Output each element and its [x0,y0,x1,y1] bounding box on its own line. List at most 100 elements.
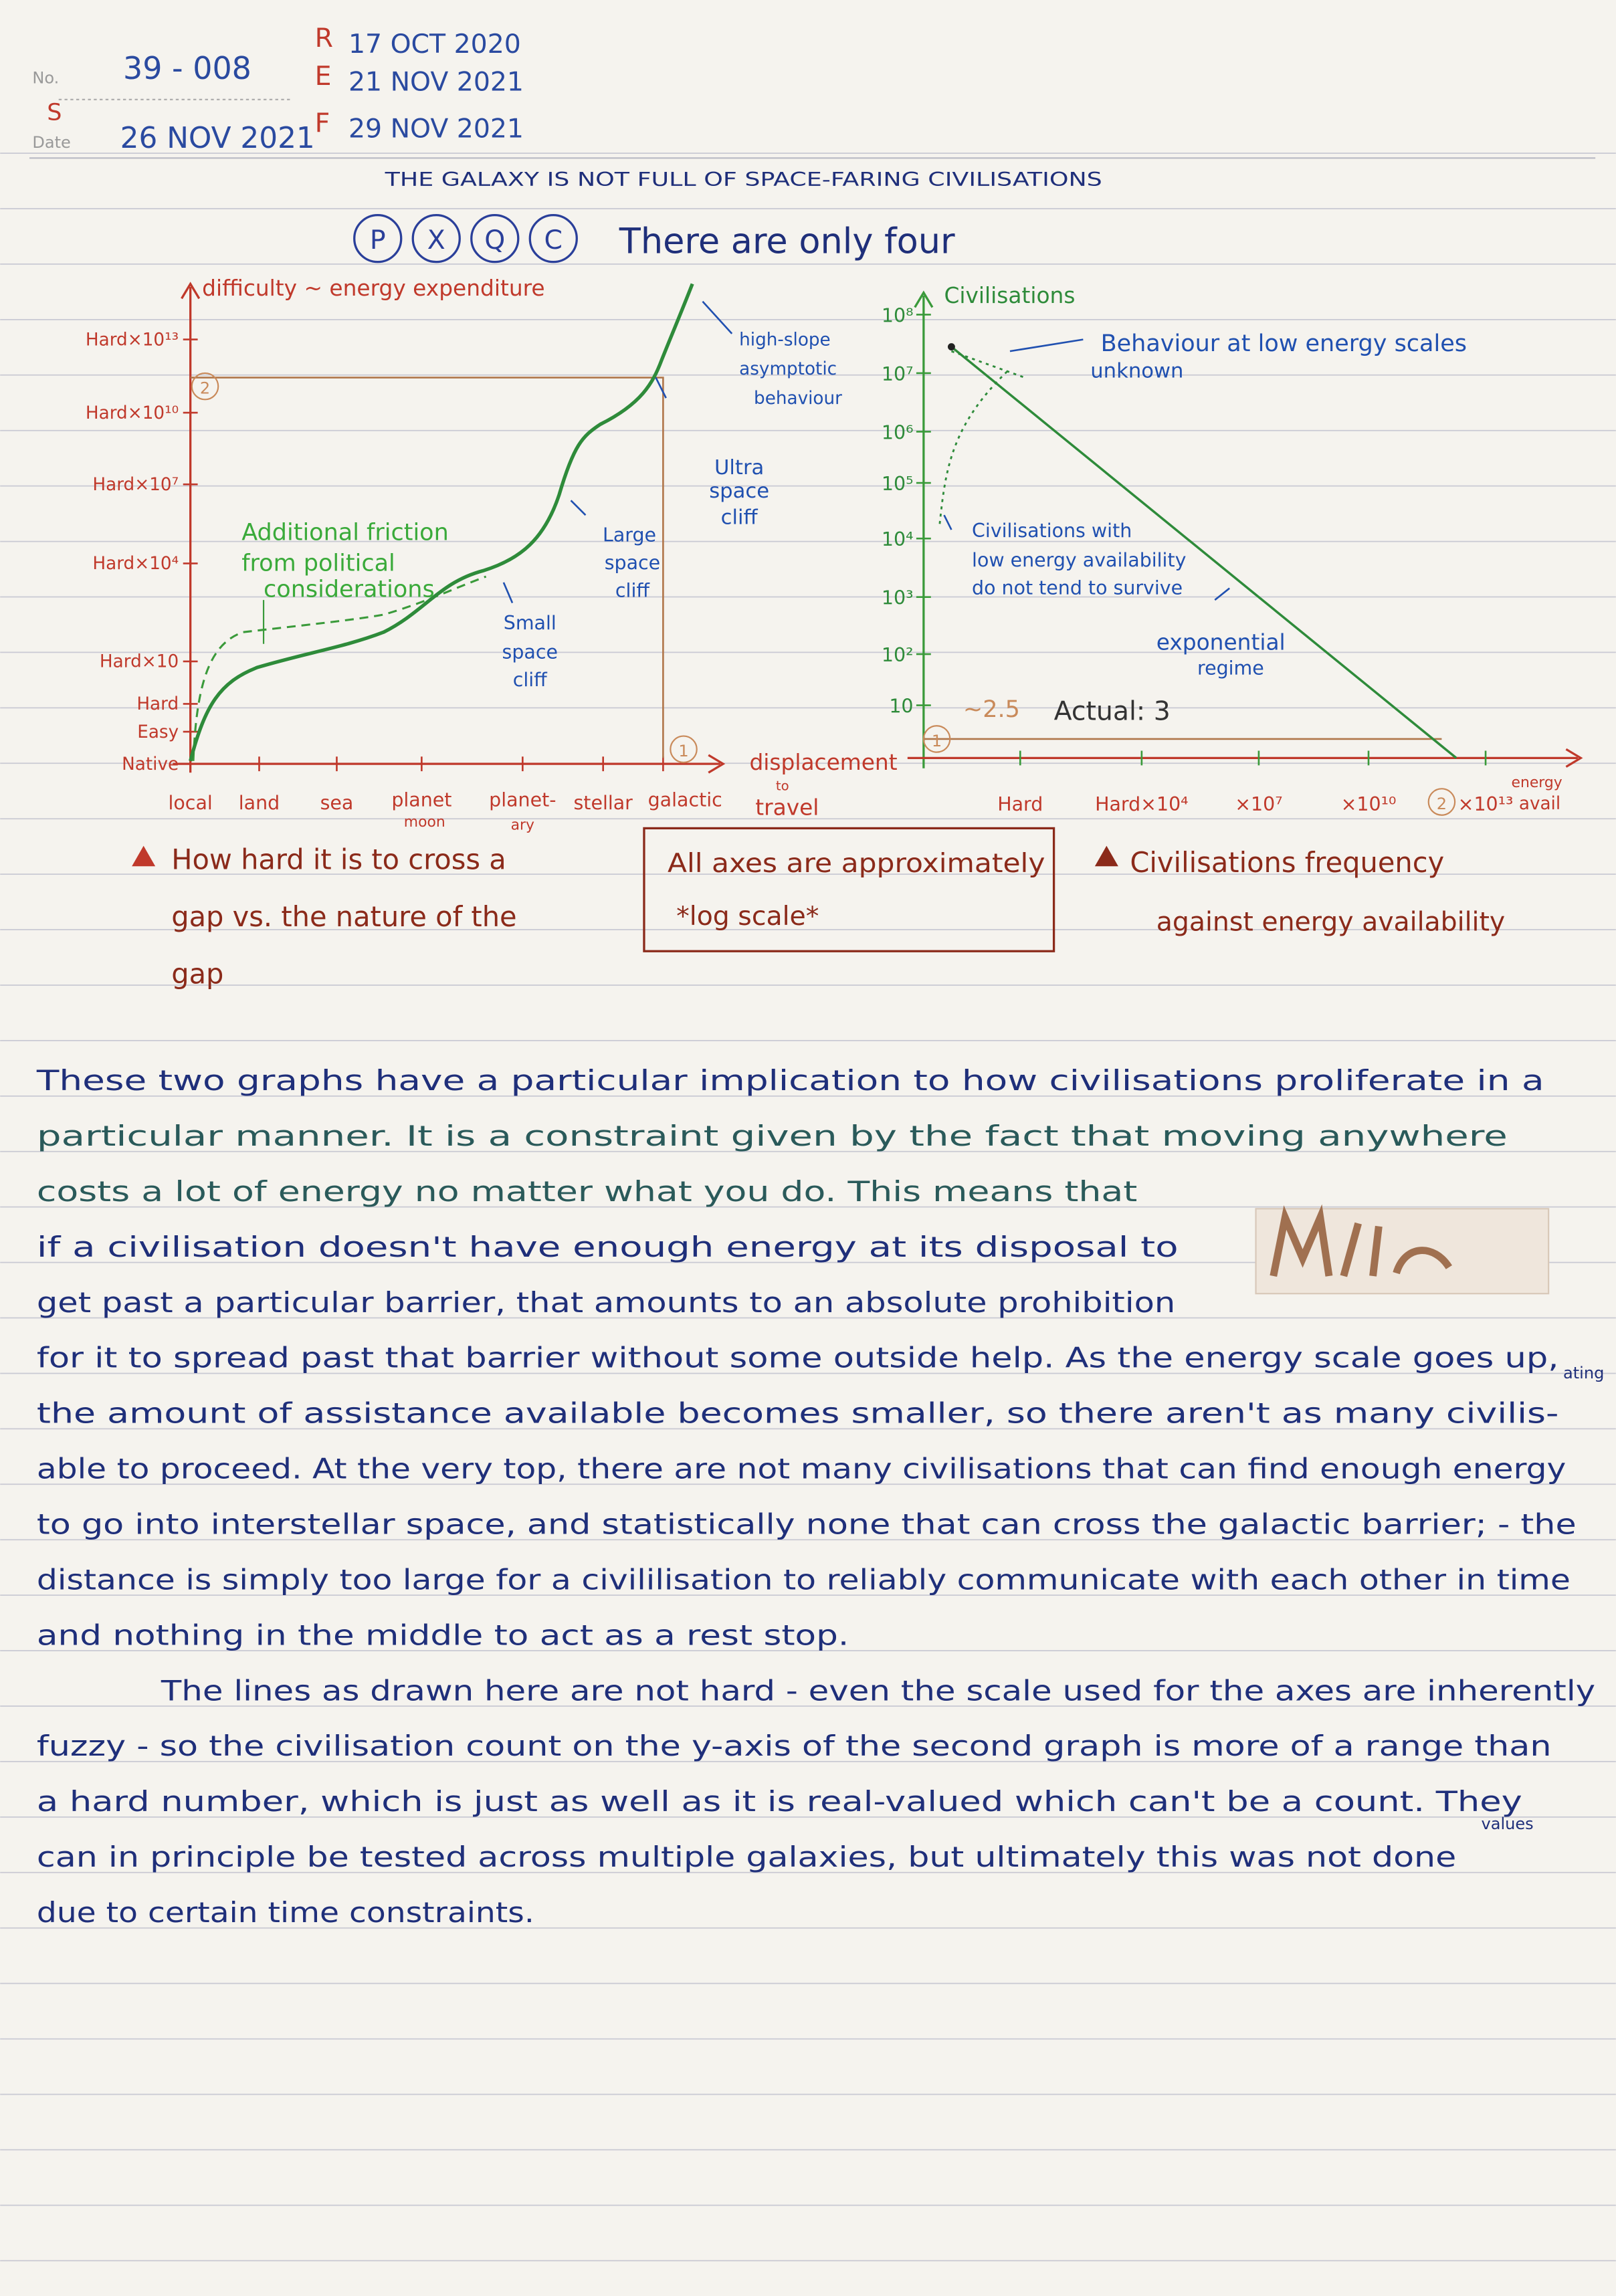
caption-middle: *log scale* [676,901,819,932]
low-energy-note: Behaviour at low energy scales [1101,330,1467,357]
guide-line [190,377,664,758]
small-cliff-note: space [502,641,558,663]
body-line: fuzzy - so the civilisation count on the… [37,1730,1552,1762]
y-level-label: 10⁶ [882,421,914,443]
x-category-label: local [169,792,213,814]
body-line: The lines as drawn here are not hard - e… [161,1674,1595,1707]
graph-2 [907,290,1583,816]
body-line: the amount of assistance available becom… [37,1397,1559,1430]
x-axis-label: to [776,778,789,794]
y-level-label: 10 [889,696,913,718]
x-category-label: stellar [573,792,633,814]
x-axis-label: avail [1519,794,1560,814]
y-level-label: Hard×10 [100,652,179,672]
body-line: for it to spread past that barrier witho… [37,1342,1559,1374]
x-category-label: ×10⁷ [1235,793,1282,815]
caption-middle: All axes are approximately [668,848,1045,879]
caption-left: gap [171,957,223,990]
regime-note: regime [1197,657,1264,680]
large-cliff-note: space [605,552,660,574]
note-box [643,827,1055,952]
s-mark: S [47,99,62,126]
ruled-lines [0,152,1616,2262]
y-level-label: Hard×10⁷ [92,475,179,495]
y-level-label: 10⁵ [882,473,914,495]
y-level-label: 10⁷ [882,363,914,385]
texts: No. 39 - 008 S Date 26 NOV 2021 R 17 OCT 2020 E… [32,23,1604,1929]
y-level-label: Native [122,754,179,774]
marker-label: 2 [200,379,210,398]
body-line: can in principle be tested across multip… [37,1841,1456,1873]
body-line: These two graphs have a particular impli… [36,1064,1544,1097]
x-axis-label: displacement [749,750,897,775]
x-category-label: planet- [489,789,556,811]
caption-right: against energy availability [1156,907,1505,938]
pointers [502,300,733,603]
body-line: a hard number, which is just as well as … [37,1785,1522,1818]
x-category-label: ary [511,817,534,834]
x-category-label: sea [320,792,354,814]
low-energy-note: unknown [1090,360,1183,383]
marker-label: 2 [1437,795,1447,813]
y-level-label: Hard×10⁴ [92,554,179,574]
difficulty-curve [189,283,694,762]
friction-note: considerations [264,577,435,603]
x-category-label: ×10¹³ [1458,793,1514,815]
caption-bullet [132,845,156,867]
ref-letter: E [315,61,332,92]
marker-label: 1 [932,732,942,750]
asymptote-note: asymptotic [739,359,837,379]
body-line: distance is simply too large for a civil… [37,1563,1571,1596]
y-level-label: Hard×10¹³ [86,330,179,350]
insertion: values [1481,1814,1533,1833]
y-axis-label: difficulty ~ energy expenditure [202,276,544,301]
entry-date: 26 NOV 2021 [120,121,315,155]
survival-note: do not tend to survive [972,577,1183,599]
marker-circle [191,372,219,401]
y-level-label: 10³ [882,587,914,609]
y-level-label: 10⁴ [882,528,914,550]
entry-number: 39 - 008 [123,50,251,86]
ref-letter: F [315,108,330,138]
graph-1 [173,282,733,774]
uncertain-curves [938,350,1025,524]
friction-note: from political [241,550,395,577]
x-category-label: Hard [997,793,1043,815]
tag-letter: P [370,225,386,255]
caption-left: gap vs. the nature of the [171,900,516,933]
ultra-cliff-note: Ultra [714,456,764,480]
axis-arrow [181,282,201,300]
marker-label: 1 [678,742,688,760]
tick-marks [183,338,664,772]
body-line: to go into interstellar space, and stati… [37,1507,1577,1540]
x-axis-label: energy [1512,774,1562,791]
y-level-label: Hard×10¹⁰ [86,403,179,423]
body-line: if a civilisation doesn't have enough en… [37,1231,1179,1263]
regime-note: exponential [1156,629,1286,655]
x-category-label: land [239,792,280,814]
x-category-label: moon [404,814,445,831]
date-label: Date [32,133,70,152]
survival-note: low energy availability [972,549,1186,571]
x-category-label: Hard×10⁴ [1095,793,1188,815]
tag-circles [353,213,578,264]
no-label: No. [32,69,59,88]
body-line: able to proceed. At the very top, there … [37,1453,1566,1485]
heading: There are only four [619,221,955,262]
ref-date: 21 NOV 2021 [348,67,524,98]
x-category-label: ×10¹⁰ [1341,793,1397,815]
tick-marks [916,314,1487,766]
x-axis-label: travel [755,795,819,821]
body-line: costs a lot of energy no matter what you… [37,1175,1137,1208]
friction-note: Additional friction [241,519,449,546]
axis-arrow [1565,748,1583,768]
body-line: and nothing in the middle to act as a re… [37,1619,849,1651]
ref-letter: R [315,23,333,54]
marker-circle [922,725,951,753]
axis-arrow [914,290,934,308]
estimate-label: ~2.5 [963,696,1020,723]
small-cliff-note: Small [504,612,557,634]
tag-circle [528,213,578,264]
